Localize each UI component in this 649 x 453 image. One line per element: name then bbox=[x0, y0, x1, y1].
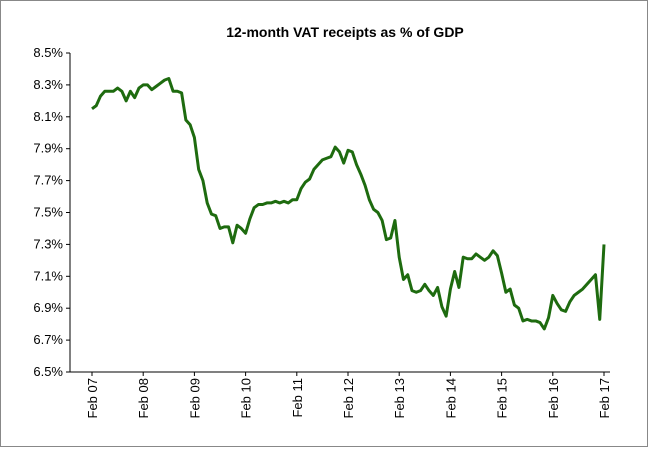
y-tick-label: 6.7% bbox=[33, 332, 63, 347]
y-tick-label: 8.1% bbox=[33, 109, 63, 124]
x-tick-label: Feb 16 bbox=[546, 378, 561, 418]
y-tick-label: 7.1% bbox=[33, 268, 63, 283]
x-tick-label: Feb 17 bbox=[597, 378, 612, 418]
x-tick-label: Feb 08 bbox=[136, 378, 151, 418]
y-tick-label: 8.3% bbox=[33, 77, 63, 92]
data-line bbox=[91, 77, 606, 331]
y-tick-label: 8.5% bbox=[33, 45, 63, 60]
y-tick-label: 7.5% bbox=[33, 205, 63, 220]
x-tick-label: Feb 15 bbox=[495, 378, 510, 418]
y-tick-label: 7.9% bbox=[33, 141, 63, 156]
x-tick-label: Feb 10 bbox=[239, 378, 254, 418]
chart-title: 12-month VAT receipts as % of GDP bbox=[226, 24, 464, 40]
y-tick-label: 7.7% bbox=[33, 173, 63, 188]
x-tick-label: Feb 12 bbox=[341, 378, 356, 418]
x-tick-label: Feb 13 bbox=[392, 378, 407, 418]
y-tick-label: 7.3% bbox=[33, 236, 63, 251]
y-tick-label: 6.5% bbox=[33, 364, 63, 379]
x-tick-label: Feb 09 bbox=[187, 378, 202, 418]
x-tick-label: Feb 11 bbox=[290, 378, 305, 418]
x-tick-label: Feb 14 bbox=[443, 378, 458, 418]
x-tick-label: Feb 07 bbox=[85, 378, 100, 418]
y-tick-label: 6.9% bbox=[33, 300, 63, 315]
